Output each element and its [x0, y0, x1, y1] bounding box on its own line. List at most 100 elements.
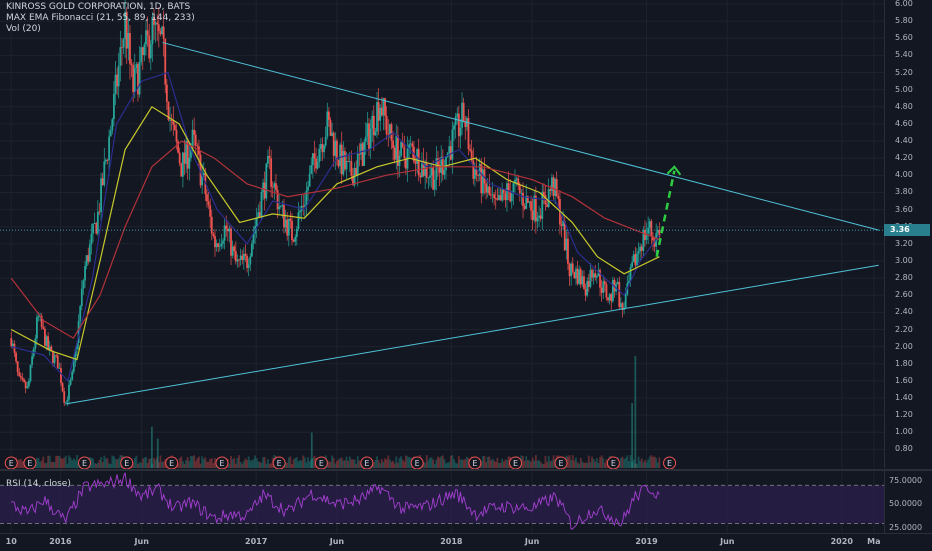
volume-bar — [526, 460, 529, 468]
volume-bar — [642, 462, 645, 468]
volume-bar — [100, 457, 102, 468]
candle-body — [392, 140, 394, 148]
candle-body — [607, 297, 609, 301]
candle-body — [637, 251, 640, 254]
candle-body — [372, 115, 375, 136]
candle-body — [592, 273, 595, 278]
ema-legend[interactable]: MAX EMA Fibonacci (21, 55, 89, 144, 233) — [6, 13, 195, 23]
volume-bar — [236, 457, 239, 468]
volume-bar — [624, 457, 627, 468]
volume-bar — [242, 461, 245, 468]
candle-body — [16, 361, 19, 373]
candle-body — [538, 215, 540, 218]
symbol-title[interactable]: KINROSS GOLD CORPORATION, 1D, BATS — [6, 2, 191, 12]
candle-body — [631, 262, 634, 267]
volume-bar — [212, 462, 215, 468]
volume-bar — [297, 461, 300, 468]
volume-bar — [496, 457, 499, 468]
volume-bar — [456, 463, 459, 468]
candle-body — [414, 161, 417, 164]
candle-body — [448, 146, 451, 154]
volume-bar — [310, 459, 313, 468]
candle-body — [218, 246, 221, 247]
candle-body — [429, 175, 431, 178]
volume-bar — [52, 461, 54, 468]
volume-bar — [358, 460, 361, 468]
volume-bar — [231, 459, 234, 468]
earnings-marker-label: E — [667, 459, 672, 468]
volume-bar — [148, 458, 151, 468]
candle-body — [534, 195, 537, 222]
volume-bar — [493, 460, 496, 468]
volume-bar — [579, 457, 582, 468]
candle-body — [340, 144, 343, 175]
pane-divider[interactable] — [0, 469, 932, 471]
candle-body — [461, 102, 463, 128]
volume-bar — [430, 457, 433, 468]
candle-body — [332, 132, 335, 156]
candle-body — [294, 237, 297, 242]
volume-bar — [453, 459, 455, 468]
candle-body — [141, 47, 144, 56]
volume-bar — [177, 463, 179, 468]
candle-body — [364, 136, 367, 142]
candle-body — [473, 169, 476, 179]
candle-body — [652, 236, 654, 241]
candle-body — [310, 165, 313, 174]
volume-bar — [648, 456, 651, 468]
rsi-line — [10, 472, 660, 530]
candle-body — [531, 210, 534, 221]
candle-body — [324, 136, 327, 146]
volume-bar — [454, 462, 457, 468]
candle-body — [323, 145, 325, 153]
candle-body — [522, 192, 524, 207]
time-axis[interactable]: 10 2016 Jun 2017 Jun 2018 Jun 2019 Jun 2020 Ma — [0, 533, 932, 551]
candle-body — [92, 223, 94, 234]
volume-bar — [239, 462, 242, 468]
trendlines[interactable] — [0, 42, 884, 405]
candle-body — [650, 221, 653, 237]
volume-bar — [117, 458, 120, 468]
candle-body — [576, 268, 579, 284]
candle-body — [355, 167, 358, 176]
candle-body — [326, 111, 329, 137]
candle-body — [295, 228, 298, 238]
candle-body — [63, 391, 66, 403]
candle-body — [101, 178, 104, 186]
volume-bar — [437, 456, 439, 468]
candle-body — [98, 211, 101, 213]
candle-body — [368, 123, 370, 149]
volume-bar — [384, 458, 386, 468]
volume-legend[interactable]: Vol (20) — [6, 24, 41, 34]
candle-body — [47, 336, 50, 350]
volume-bar — [311, 457, 314, 468]
volume-bar — [422, 461, 425, 468]
volume-bar — [44, 463, 46, 468]
volume-bar — [60, 457, 62, 468]
candle-body — [162, 26, 165, 39]
candle-body — [50, 346, 53, 351]
candle-body — [11, 343, 14, 347]
volume-bar — [63, 457, 66, 468]
rsi-legend[interactable]: RSI (14, close) — [6, 479, 71, 489]
volume-bar — [58, 455, 61, 468]
candle-body — [121, 47, 123, 49]
candle-body — [618, 282, 621, 308]
volume-bar — [605, 459, 608, 468]
volume-bar — [340, 457, 343, 468]
candle-body — [48, 346, 51, 350]
candle-body — [501, 189, 504, 201]
candle-body — [467, 117, 470, 150]
rsi-scale[interactable]: 75.0000 50.0000 25.0000 — [884, 471, 932, 533]
candle-body — [27, 381, 30, 387]
candlesticks — [10, 0, 661, 407]
candle-body — [185, 140, 188, 164]
candle-body — [583, 276, 585, 289]
candle-body — [308, 173, 311, 187]
volume-bar — [650, 455, 653, 468]
candle-body — [74, 349, 77, 363]
volume-bar — [230, 455, 232, 468]
candle-body — [605, 284, 608, 298]
